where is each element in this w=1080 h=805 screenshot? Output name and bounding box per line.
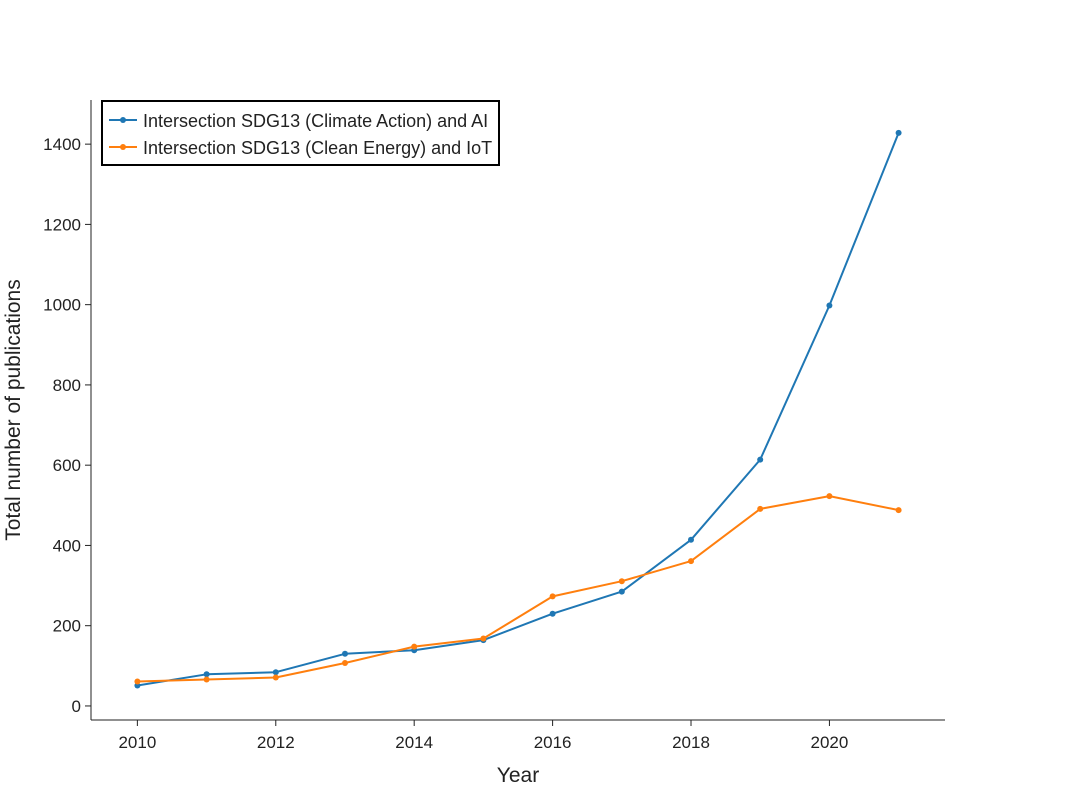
ticks-layer: 2010 2012 2014 2016 2018 2020 0 200 400 600 800 100… bbox=[43, 135, 848, 752]
data-point-series-1 bbox=[618, 578, 625, 585]
x-tick-label: 2012 bbox=[257, 733, 295, 752]
y-tick-label: 1000 bbox=[43, 296, 81, 315]
data-point-series-1 bbox=[134, 678, 141, 685]
x-tick-label: 2014 bbox=[395, 733, 433, 752]
data-point-series-1 bbox=[342, 660, 348, 666]
x-axis-title: Year bbox=[497, 764, 539, 787]
data-point-series-0 bbox=[618, 588, 625, 595]
legend-label-climate-action-ai: Intersection SDG13 (Climate Action) and … bbox=[143, 111, 488, 131]
y-tick-label: 200 bbox=[53, 617, 81, 636]
y-tick-label: 600 bbox=[53, 456, 81, 475]
data-point-series-1 bbox=[826, 493, 833, 500]
data-point-series-1 bbox=[895, 507, 902, 514]
y-tick-label: 1400 bbox=[43, 135, 81, 154]
data-point-series-0 bbox=[342, 650, 348, 657]
series-line-1 bbox=[137, 495, 899, 683]
legend-item-climate-action-ai: Intersection SDG13 (Climate Action) and … bbox=[109, 111, 488, 131]
y-tick-label: 0 bbox=[72, 697, 81, 716]
legend-label-clean-energy-iot: Intersection SDG13 (Clean Energy) and Io… bbox=[143, 138, 492, 158]
series-layer bbox=[134, 129, 902, 689]
axes-layer bbox=[90, 100, 945, 721]
x-tick-label: 2010 bbox=[118, 733, 156, 752]
series-line-0 bbox=[137, 132, 900, 687]
data-point-series-1 bbox=[688, 558, 694, 565]
x-tick-label: 2018 bbox=[672, 733, 710, 752]
data-point-series-0 bbox=[272, 669, 279, 676]
data-point-series-1 bbox=[480, 635, 487, 642]
legend-marker-climate-action-ai bbox=[120, 117, 126, 123]
x-tick-label: 2016 bbox=[534, 733, 572, 752]
data-point-series-0 bbox=[895, 129, 902, 136]
data-point-series-1 bbox=[549, 593, 556, 600]
legend: Intersection SDG13 (Climate Action) and … bbox=[101, 100, 500, 166]
data-point-series-1 bbox=[203, 676, 210, 683]
x-tick-label: 2020 bbox=[811, 733, 849, 752]
y-tick-label: 400 bbox=[53, 536, 81, 555]
y-tick-label: 800 bbox=[53, 376, 81, 395]
y-axis-title: Total number of publications bbox=[2, 279, 25, 541]
data-point-series-0 bbox=[549, 610, 556, 617]
legend-box bbox=[101, 100, 500, 166]
data-point-series-1 bbox=[757, 505, 764, 512]
data-point-series-1 bbox=[272, 674, 279, 681]
data-point-series-0 bbox=[757, 456, 764, 463]
legend-item-clean-energy-iot: Intersection SDG13 (Clean Energy) and Io… bbox=[109, 138, 492, 158]
data-point-series-0 bbox=[688, 536, 694, 543]
legend-marker-clean-energy-iot bbox=[120, 144, 126, 150]
data-point-series-0 bbox=[826, 302, 833, 309]
data-point-series-1 bbox=[411, 643, 418, 650]
y-tick-label: 1200 bbox=[43, 215, 81, 234]
data-point-series-0 bbox=[203, 671, 210, 678]
